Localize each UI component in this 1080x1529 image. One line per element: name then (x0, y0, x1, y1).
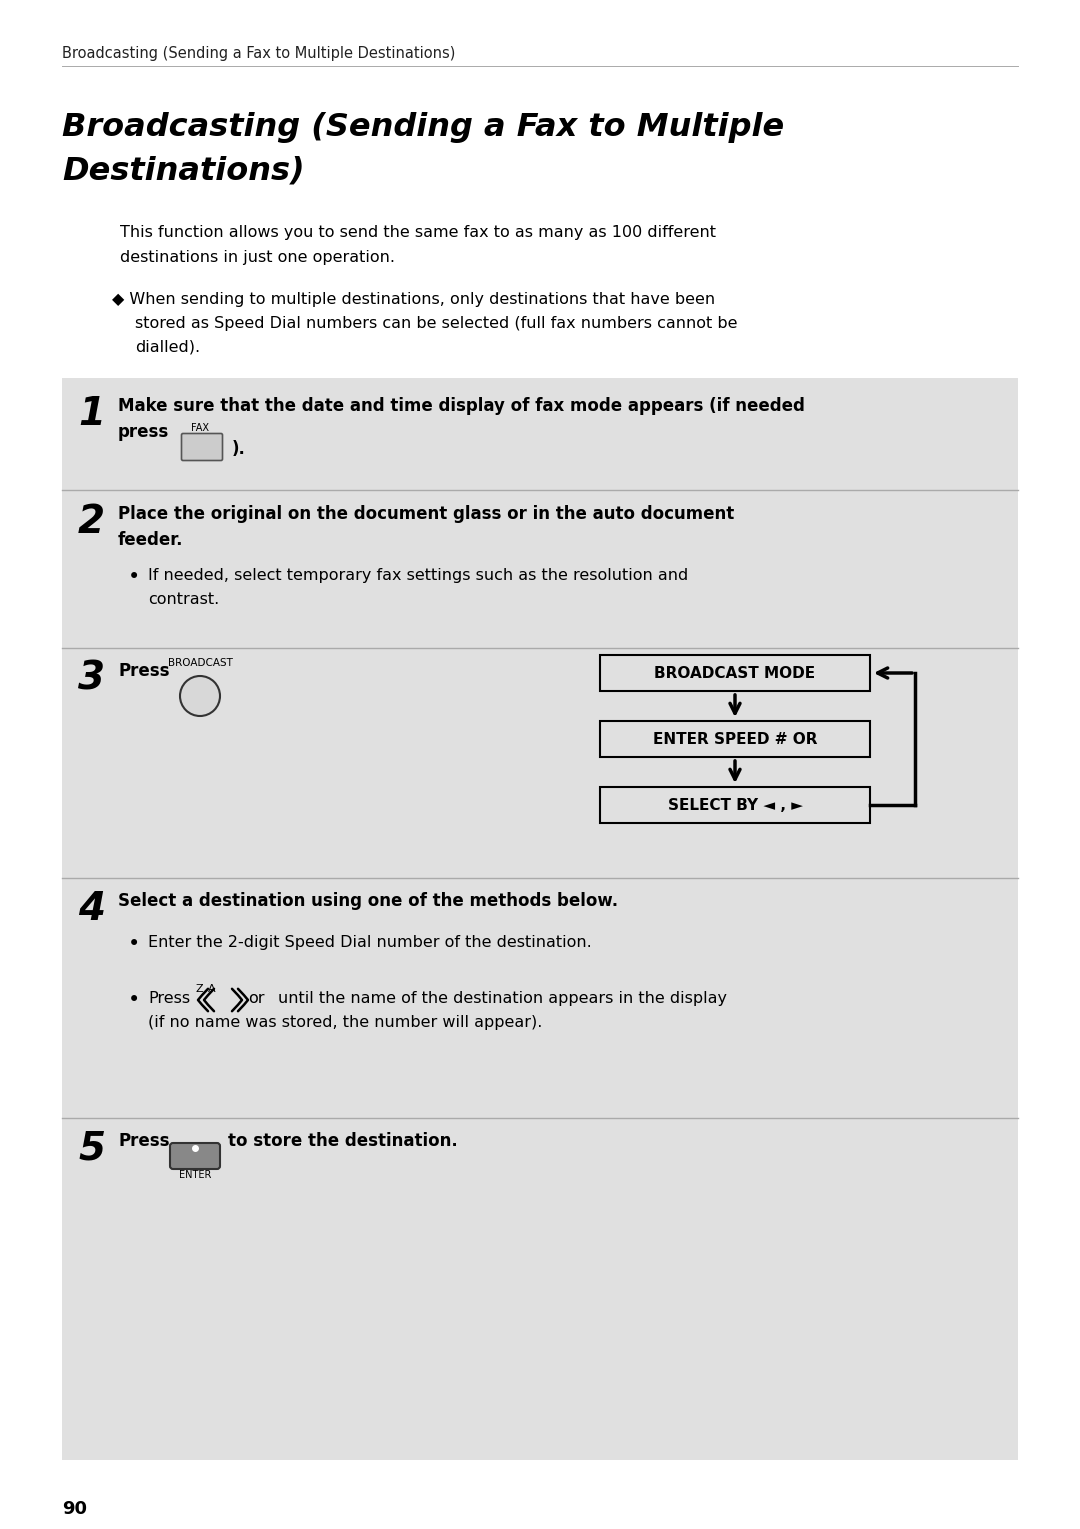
Text: Place the original on the document glass or in the auto document: Place the original on the document glass… (118, 505, 734, 523)
Text: A: A (208, 985, 216, 994)
Text: ENTER SPEED # OR: ENTER SPEED # OR (652, 731, 818, 746)
Text: feeder.: feeder. (118, 531, 184, 549)
Text: destinations in just one operation.: destinations in just one operation. (120, 251, 395, 265)
FancyBboxPatch shape (600, 722, 870, 757)
Text: Broadcasting (Sending a Fax to Multiple Destinations): Broadcasting (Sending a Fax to Multiple … (62, 46, 456, 61)
Text: ◆ When sending to multiple destinations, only destinations that have been: ◆ When sending to multiple destinations,… (112, 292, 715, 307)
Text: Press: Press (118, 1131, 170, 1150)
Text: dialled).: dialled). (135, 339, 200, 355)
Text: or: or (248, 991, 265, 1006)
Text: If needed, select temporary fax settings such as the resolution and: If needed, select temporary fax settings… (148, 567, 688, 583)
FancyBboxPatch shape (181, 434, 222, 460)
Text: Make sure that the date and time display of fax mode appears (if needed: Make sure that the date and time display… (118, 398, 805, 414)
FancyBboxPatch shape (170, 1144, 220, 1170)
Text: contrast.: contrast. (148, 592, 219, 607)
Text: SELECT BY ◄ , ►: SELECT BY ◄ , ► (667, 798, 802, 812)
Text: Press: Press (148, 991, 190, 1006)
Text: to store the destination.: to store the destination. (228, 1131, 458, 1150)
Text: FAX: FAX (191, 424, 210, 433)
Text: 2: 2 (78, 503, 105, 541)
Text: BROADCAST MODE: BROADCAST MODE (654, 665, 815, 680)
Text: (if no name was stored, the number will appear).: (if no name was stored, the number will … (148, 1015, 542, 1031)
Text: Broadcasting (Sending a Fax to Multiple: Broadcasting (Sending a Fax to Multiple (62, 112, 784, 144)
Text: This function allows you to send the same fax to as many as 100 different: This function allows you to send the sam… (120, 225, 716, 240)
Text: Press: Press (118, 662, 170, 680)
FancyBboxPatch shape (62, 378, 1018, 1460)
Text: 4: 4 (78, 890, 105, 928)
Text: BROADCAST: BROADCAST (167, 657, 232, 668)
Text: until the name of the destination appears in the display: until the name of the destination appear… (278, 991, 727, 1006)
Text: Enter the 2-digit Speed Dial number of the destination.: Enter the 2-digit Speed Dial number of t… (148, 936, 592, 950)
Text: ).: ). (232, 440, 246, 459)
Text: •: • (129, 989, 140, 1011)
Text: 90: 90 (62, 1500, 87, 1518)
Text: 3: 3 (78, 661, 105, 699)
Text: 5: 5 (78, 1130, 105, 1168)
Text: •: • (129, 934, 140, 954)
Text: Select a destination using one of the methods below.: Select a destination using one of the me… (118, 891, 618, 910)
Text: ENTER: ENTER (179, 1170, 212, 1180)
Text: press: press (118, 424, 170, 440)
FancyBboxPatch shape (600, 787, 870, 823)
Text: 1: 1 (78, 394, 105, 433)
Circle shape (180, 676, 220, 716)
Text: •: • (129, 567, 140, 587)
Text: stored as Speed Dial numbers can be selected (full fax numbers cannot be: stored as Speed Dial numbers can be sele… (135, 317, 738, 330)
Text: Z: Z (195, 985, 204, 994)
FancyBboxPatch shape (600, 654, 870, 691)
Text: Destinations): Destinations) (62, 154, 305, 187)
